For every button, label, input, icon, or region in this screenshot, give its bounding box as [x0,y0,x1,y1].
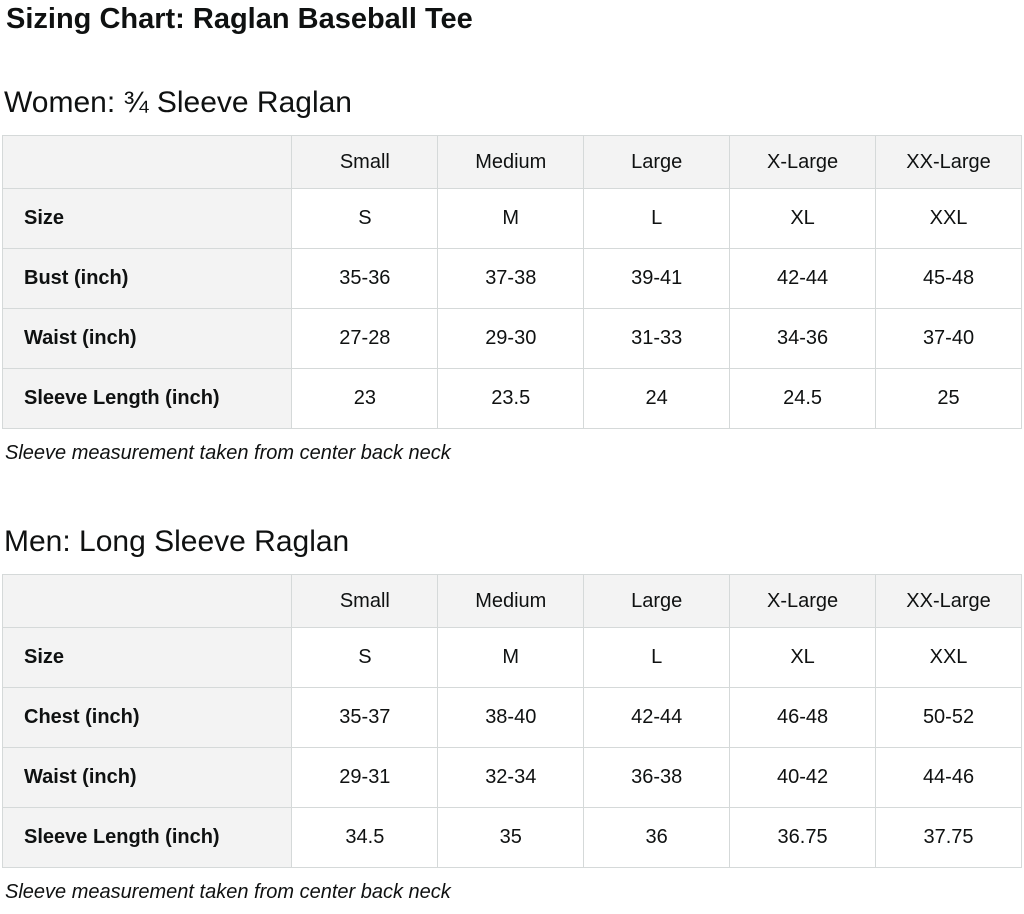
table-row: Chest (inch) 35-37 38-40 42-44 46-48 50-52 [1,687,1022,748]
table-row: Sleeve Length (inch) 23 23.5 24 24.5 25 [1,368,1022,429]
size-chart-section: Women: ¾ Sleeve Raglan Small Medium Large X-… [1,84,1024,465]
measurement-cell: 27-28 [291,308,439,369]
sleeve-measurement-note: Sleeve measurement taken from center bac… [5,442,451,464]
measurement-cell: 32-34 [437,747,585,808]
column-header: Small [291,574,439,628]
measurement-cell: 23 [291,368,439,429]
row-label: Size [1,188,293,249]
column-header: X-Large [729,574,877,628]
measurement-cell: 31-33 [583,308,731,369]
measurement-cell: 35-37 [291,687,439,748]
header-row: Small Medium Large X-Large XX-Large [1,574,1022,628]
measurement-cell: 50-52 [875,687,1022,748]
measurement-cell: XXL [875,188,1022,249]
column-header: XX-Large [875,135,1022,189]
measurement-cell: L [583,188,731,249]
measurement-cell: 37.75 [875,807,1022,868]
column-header: Large [583,135,731,189]
sleeve-measurement-note: Sleeve measurement taken from center bac… [5,881,451,903]
measurement-cell: 23.5 [437,368,585,429]
page-title: Sizing Chart: Raglan Baseball Tee [6,3,473,35]
column-header: Medium [437,135,585,189]
measurement-cell: 34.5 [291,807,439,868]
table-row: Bust (inch) 35-36 37-38 39-41 42-44 45-48 [1,248,1022,309]
measurement-cell: 42-44 [729,248,877,309]
measurement-cell: 37-38 [437,248,585,309]
measurement-cell: 34-36 [729,308,877,369]
measurement-cell: 40-42 [729,747,877,808]
row-label: Sleeve Length (inch) [1,807,293,868]
measurement-cell: XXL [875,627,1022,688]
column-header: Medium [437,574,585,628]
row-label: Waist (inch) [1,747,293,808]
table-row: Size S M L XL XXL [1,188,1022,249]
measurement-cell: 44-46 [875,747,1022,808]
measurement-cell: S [291,627,439,688]
measurement-cell: 42-44 [583,687,731,748]
measurement-cell: 36-38 [583,747,731,808]
section-heading: Women: ¾ Sleeve Raglan [4,86,352,119]
header-row: Small Medium Large X-Large XX-Large [1,135,1022,189]
measurement-cell: XL [729,188,877,249]
column-header: Large [583,574,731,628]
measurement-cell: 36.75 [729,807,877,868]
measurement-cell: 36 [583,807,731,868]
table-row: Waist (inch) 27-28 29-30 31-33 34-36 37-40 [1,308,1022,369]
measurement-cell: 24.5 [729,368,877,429]
corner-cell [1,574,293,628]
measurement-cell: 45-48 [875,248,1022,309]
measurement-cell: 37-40 [875,308,1022,369]
table-row: Size S M L XL XXL [1,627,1022,688]
measurement-cell: 46-48 [729,687,877,748]
column-header: X-Large [729,135,877,189]
measurement-cell: 35-36 [291,248,439,309]
measurement-cell: 25 [875,368,1022,429]
corner-cell [1,135,293,189]
row-label: Chest (inch) [1,687,293,748]
row-label: Waist (inch) [1,308,293,369]
table-row: Sleeve Length (inch) 34.5 35 36 36.75 37.75 [1,807,1022,868]
row-label: Size [1,627,293,688]
row-label: Sleeve Length (inch) [1,368,293,429]
measurement-cell: 38-40 [437,687,585,748]
measurement-cell: 39-41 [583,248,731,309]
size-chart-section: Men: Long Sleeve Raglan Small Medium Large X… [1,523,1024,904]
column-header: Small [291,135,439,189]
measurement-cell: XL [729,627,877,688]
column-header: XX-Large [875,574,1022,628]
measurement-cell: S [291,188,439,249]
table-row: Waist (inch) 29-31 32-34 36-38 40-42 44-46 [1,747,1022,808]
row-label: Bust (inch) [1,248,293,309]
measurement-cell: 35 [437,807,585,868]
section-heading: Men: Long Sleeve Raglan [4,525,350,558]
measurement-cell: M [437,627,585,688]
measurement-cell: M [437,188,585,249]
measurement-cell: L [583,627,731,688]
measurement-cell: 29-31 [291,747,439,808]
size-table: Small Medium Large X-Large XX-Large Size S M L XL… [1,135,1022,429]
sections-container: Women: ¾ Sleeve Raglan Small Medium Large X-… [1,84,1024,904]
measurement-cell: 24 [583,368,731,429]
size-table: Small Medium Large X-Large XX-Large Size S M L XL… [1,574,1022,868]
measurement-cell: 29-30 [437,308,585,369]
